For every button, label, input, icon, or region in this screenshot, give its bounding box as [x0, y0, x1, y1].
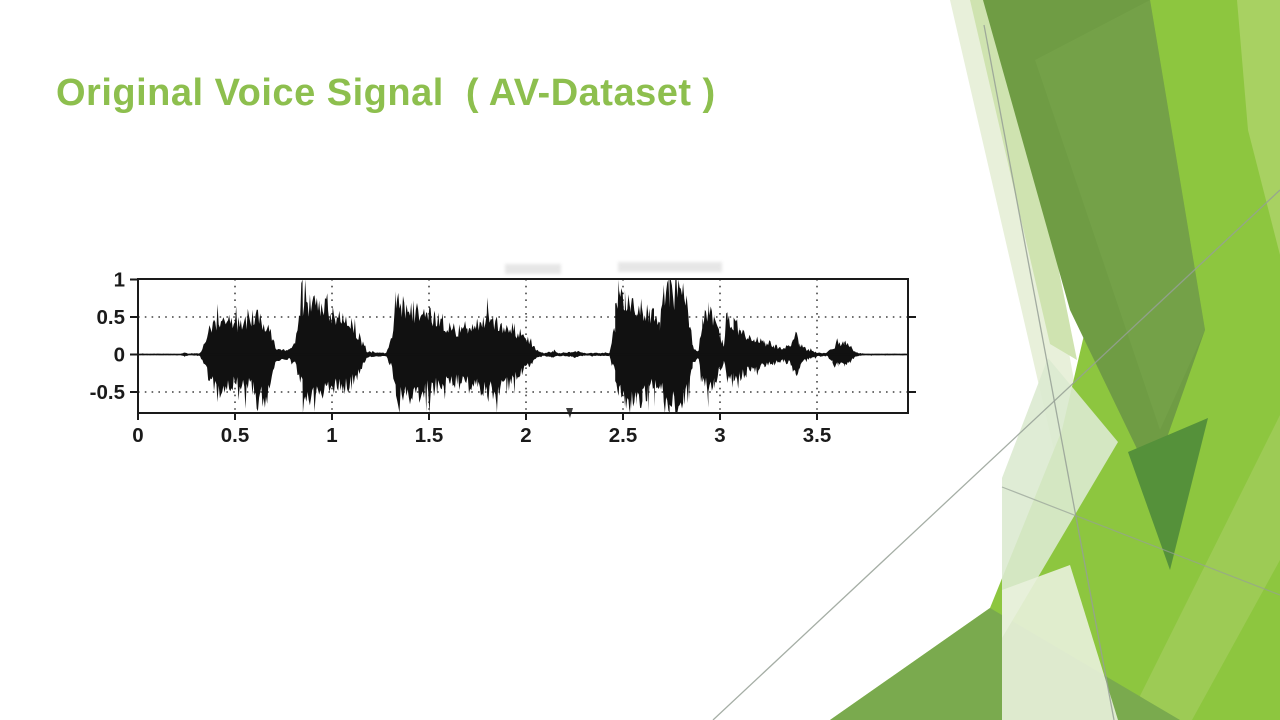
compression-artifact-smudge: [618, 262, 722, 272]
x-tick-label: 3: [714, 424, 725, 447]
x-tick-label: 0.5: [221, 424, 250, 447]
decor-pale-corner-shape: [1002, 565, 1118, 720]
artifact-mark: [566, 408, 573, 418]
decor-dark-apex-shape: [1128, 418, 1208, 570]
decor-thin-line-long: [712, 189, 1280, 720]
x-tick-label: 1.5: [415, 424, 444, 447]
y-tick-label: 0.5: [97, 306, 126, 329]
decor-light-sliver-shape: [1128, 415, 1280, 720]
x-tick-label: 2.5: [609, 424, 638, 447]
axes-box: [137, 278, 909, 414]
decor-olive-facet-shape: [1035, 0, 1205, 430]
waveform-fill: [138, 279, 908, 413]
y-tick-label: -0.5: [90, 381, 125, 404]
slide-title: Original Voice Signal ( AV-Dataset ): [56, 72, 716, 114]
voice-waveform-chart: 1 0.5 0 -0.5 0 0.5 1 1.5 2 2.5 3 3.5: [90, 269, 916, 447]
decor-pale-overlay-shape: [1002, 358, 1118, 638]
decor-thin-line-steep: [983, 24, 1115, 720]
x-tick-label: 0: [132, 424, 143, 447]
decor-light-band-shape: [1237, 0, 1280, 255]
x-tick-label: 3.5: [803, 424, 832, 447]
decor-thin-line-cross: [1001, 486, 1280, 596]
x-tick-label: 1: [326, 424, 337, 447]
y-tick-label: 1: [114, 269, 125, 292]
compression-artifact-smudge: [505, 264, 561, 274]
y-tick-label: 0: [114, 344, 125, 367]
x-tick-label: 2: [520, 424, 531, 447]
